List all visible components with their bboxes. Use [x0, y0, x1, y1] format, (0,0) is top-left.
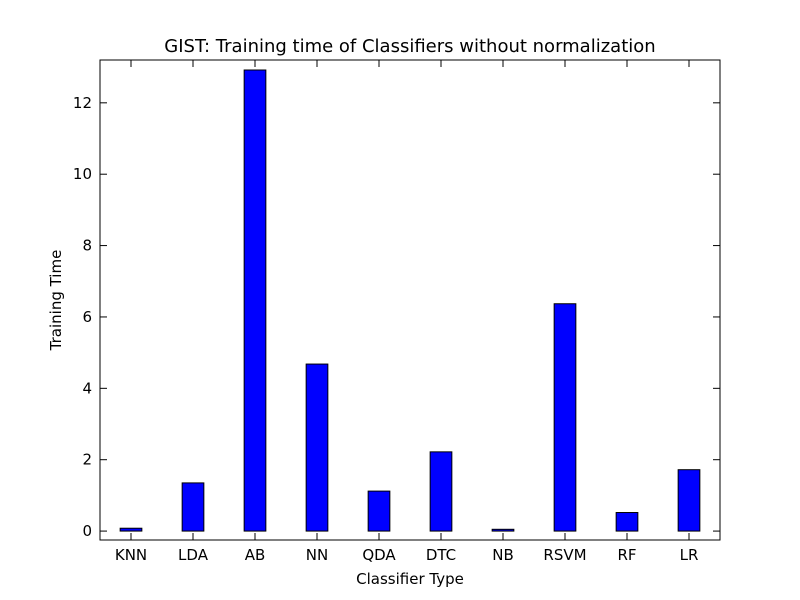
- y-axis-label: Training Time: [47, 250, 65, 352]
- x-tick-label: RF: [617, 546, 636, 564]
- bar-qda: [367, 490, 391, 532]
- y-tick-label: 8: [82, 237, 92, 255]
- x-ticks-group: KNN LDA AB NN QDA DTC NB RSVM RF LR: [115, 60, 699, 564]
- x-tick-label: DTC: [426, 546, 456, 564]
- bar-ab: [243, 69, 267, 532]
- x-tick-label: NB: [492, 546, 514, 564]
- chart-title: GIST: Training time of Classifiers witho…: [164, 36, 655, 57]
- x-tick-label: LDA: [178, 546, 209, 564]
- y-ticks-group: 0 2 4 6 8 10 12: [73, 94, 720, 540]
- x-tick-label: NN: [306, 546, 328, 564]
- bar-dtc: [429, 451, 453, 532]
- y-tick-label: 0: [82, 522, 92, 540]
- y-tick-label: 12: [73, 94, 92, 112]
- x-tick-label: QDA: [362, 546, 396, 564]
- x-tick-label: RSVM: [543, 546, 586, 564]
- bar-knn: [119, 527, 143, 532]
- y-tick-label: 4: [82, 379, 92, 397]
- bar-lda: [181, 482, 205, 532]
- x-axis-label: Classifier Type: [356, 570, 464, 588]
- bar-nn: [305, 363, 329, 532]
- bar-rf: [615, 512, 639, 532]
- bar-nb: [491, 528, 515, 532]
- y-tick-label: 2: [82, 451, 92, 469]
- bars-group: [119, 69, 701, 532]
- plot-frame: [99, 59, 721, 541]
- y-tick-label: 6: [82, 308, 92, 326]
- x-tick-label: KNN: [115, 546, 147, 564]
- bar-lr: [677, 469, 701, 532]
- x-tick-label: LR: [680, 546, 699, 564]
- bar-rsvm: [553, 303, 577, 532]
- y-tick-label: 10: [73, 165, 92, 183]
- x-tick-label: AB: [245, 546, 266, 564]
